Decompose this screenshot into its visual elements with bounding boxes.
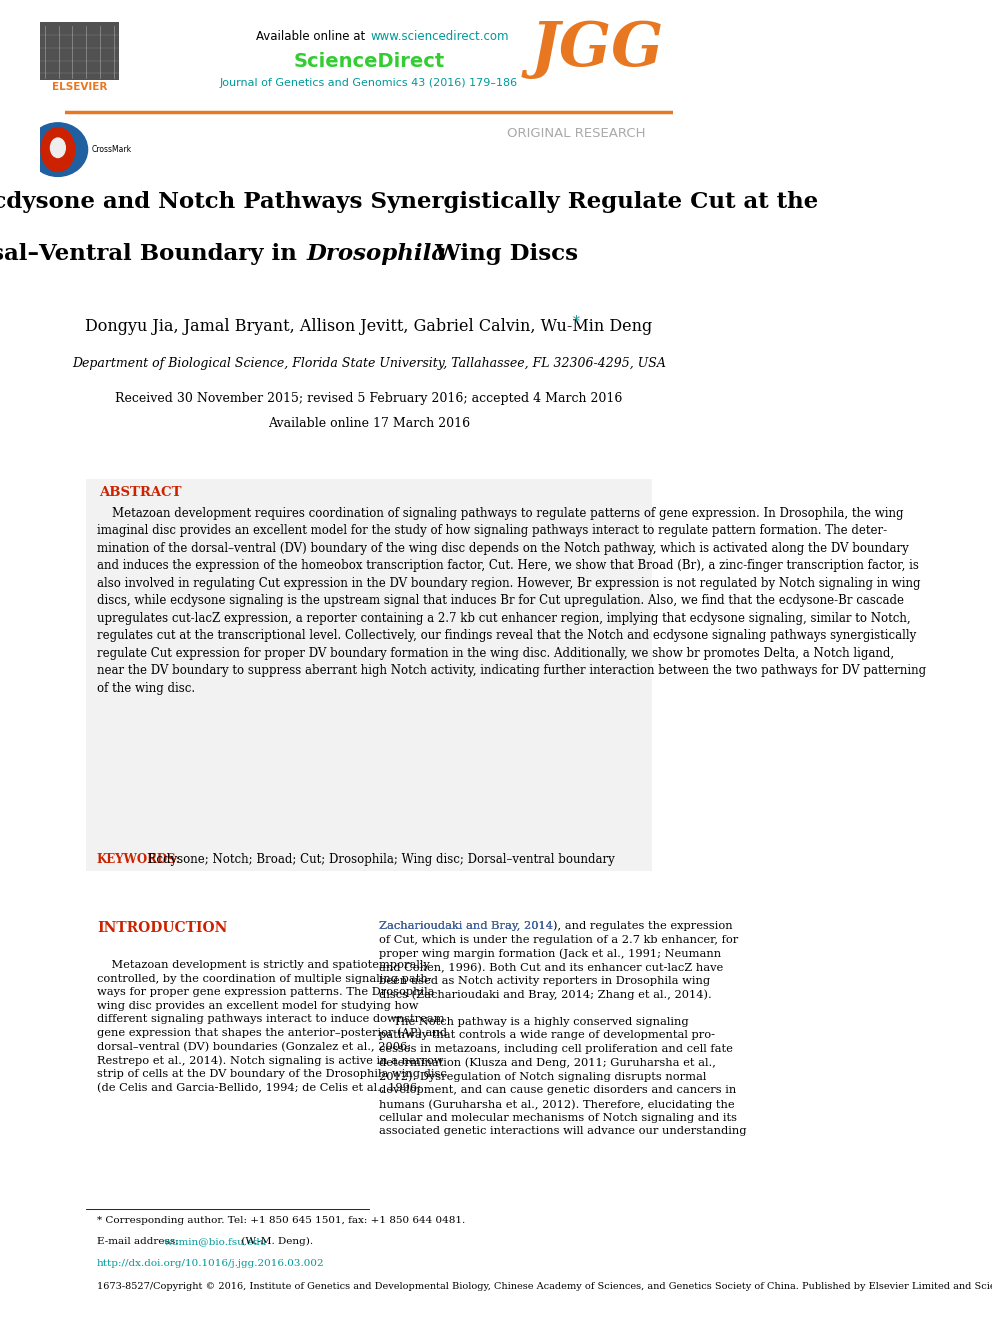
Text: ELSEVIER: ELSEVIER — [52, 82, 107, 93]
Text: Metazoan development is strictly and spatiotemporally
controlled, by the coordin: Metazoan development is strictly and spa… — [97, 960, 446, 1093]
Text: ScienceDirect: ScienceDirect — [294, 52, 444, 70]
Text: Zacharioudaki and Bray, 2014), and regulates the expression
of Cut, which is und: Zacharioudaki and Bray, 2014), and regul… — [379, 921, 747, 1136]
Text: http://dx.doi.org/10.1016/j.jgg.2016.03.002: http://dx.doi.org/10.1016/j.jgg.2016.03.… — [97, 1259, 324, 1269]
Text: 1673-8527/Copyright © 2016, Institute of Genetics and Developmental Biology, Chi: 1673-8527/Copyright © 2016, Institute of… — [97, 1282, 992, 1291]
Text: (W.-M. Deng).: (W.-M. Deng). — [238, 1237, 312, 1246]
Text: Dongyu Jia, Jamal Bryant, Allison Jevitt, Gabriel Calvin, Wu-Min Deng: Dongyu Jia, Jamal Bryant, Allison Jevitt… — [85, 318, 653, 335]
Text: ORIGINAL RESEARCH: ORIGINAL RESEARCH — [507, 127, 646, 140]
Text: *: * — [573, 315, 580, 329]
Text: ABSTRACT: ABSTRACT — [98, 486, 182, 499]
Text: wumin@bio.fsu.edu: wumin@bio.fsu.edu — [164, 1237, 267, 1246]
Ellipse shape — [41, 128, 74, 172]
Text: www.sciencedirect.com: www.sciencedirect.com — [370, 30, 509, 44]
Text: Zacharioudaki and Bray, 2014: Zacharioudaki and Bray, 2014 — [379, 921, 554, 931]
Text: Department of Biological Science, Florida State University, Tallahassee, FL 3230: Department of Biological Science, Florid… — [72, 357, 666, 370]
Text: JGG: JGG — [530, 19, 664, 78]
Text: Ecdysone; Notch; Broad; Cut; Drosophila; Wing disc; Dorsal–ventral boundary: Ecdysone; Notch; Broad; Cut; Drosophila;… — [144, 853, 615, 867]
Text: E-mail address:: E-mail address: — [97, 1237, 182, 1246]
Text: Drosophila: Drosophila — [307, 243, 446, 266]
Ellipse shape — [51, 138, 65, 157]
Bar — [40, 21, 119, 81]
Text: The Ecdysone and Notch Pathways Synergistically Regulate Cut at the: The Ecdysone and Notch Pathways Synergis… — [0, 191, 818, 213]
Text: Journal of Genetics and Genomics 43 (2016) 179–186: Journal of Genetics and Genomics 43 (201… — [220, 78, 518, 89]
Text: INTRODUCTION: INTRODUCTION — [97, 921, 227, 935]
Text: Metazoan development requires coordination of signaling pathways to regulate pat: Metazoan development requires coordinati… — [97, 507, 926, 695]
FancyBboxPatch shape — [86, 479, 652, 871]
Text: Received 30 November 2015; revised 5 February 2016; accepted 4 March 2016: Received 30 November 2015; revised 5 Feb… — [115, 392, 623, 405]
Text: KEYWORDS:: KEYWORDS: — [97, 853, 181, 867]
Text: Dorsal–Ventral Boundary in: Dorsal–Ventral Boundary in — [0, 243, 306, 266]
Text: Available online at: Available online at — [256, 30, 369, 44]
Circle shape — [28, 123, 87, 176]
Text: Available online 17 March 2016: Available online 17 March 2016 — [268, 417, 470, 430]
Text: * Corresponding author. Tel: +1 850 645 1501, fax: +1 850 644 0481.: * Corresponding author. Tel: +1 850 645 … — [97, 1216, 465, 1225]
Text: Wing Discs: Wing Discs — [427, 243, 578, 266]
Text: CrossMark: CrossMark — [91, 146, 132, 153]
